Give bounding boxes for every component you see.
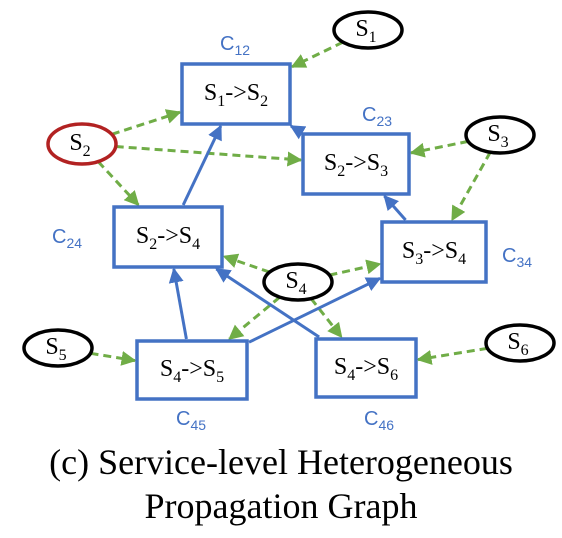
- service-edge-s2-c12: [111, 109, 182, 136]
- call-label-c12: C12: [220, 33, 250, 58]
- service-edge-s2-c24: [97, 160, 140, 207]
- service-edge-s3-c34: [450, 151, 492, 222]
- call-edge-c34-c23: [383, 194, 407, 221]
- service-edge-s4-c46: [309, 297, 343, 339]
- service-node-ellipse: [262, 262, 334, 302]
- call-edge-c24-c12: [181, 124, 223, 206]
- call-node-c24: S2->S4: [112, 205, 224, 269]
- call-node-box: [380, 220, 488, 284]
- caption-line-1: (c) Service-level Heterogeneous: [49, 442, 513, 482]
- call-edge-c45-c34: [248, 276, 382, 344]
- service-edge-s3-c23: [409, 139, 469, 158]
- call-node-c34: S3->S4: [380, 220, 488, 284]
- call-node-c12: S1->S2: [180, 62, 292, 126]
- call-node-c45: S4->S5: [135, 339, 249, 401]
- service-node-s5: S5: [22, 328, 94, 368]
- call-node-box: [314, 337, 418, 399]
- service-node-text: S2: [69, 130, 90, 160]
- service-node-text: S3: [487, 121, 508, 151]
- service-node-text: S5: [45, 334, 66, 364]
- nodes-layer: S1->S2 C12 S2->S3 C23 S2->S4 C24 S3->S4 C34 S4->…: [22, 10, 556, 433]
- call-label-c24: C24: [52, 226, 82, 251]
- service-edge-s1-c12: [290, 40, 344, 69]
- call-node-box: [135, 339, 249, 401]
- call-node-text: S1->S2: [204, 80, 268, 110]
- call-node-box: [180, 62, 292, 126]
- call-node-text: S2->S3: [324, 150, 388, 180]
- call-node-text: S4->S5: [160, 356, 224, 386]
- service-node-ellipse: [464, 115, 536, 155]
- service-node-text: S6: [507, 329, 528, 359]
- call-node-text: S3->S4: [402, 238, 466, 268]
- service-node-s1: S1: [332, 10, 404, 50]
- call-edge-c45-c24: [168, 267, 188, 340]
- service-node-text: S4: [285, 268, 306, 298]
- service-node-ellipse: [332, 10, 404, 50]
- service-node-s3: S3: [464, 115, 536, 155]
- service-node-s4: S4: [262, 262, 334, 302]
- service-node-ellipse: [46, 122, 118, 166]
- service-edge-s4-c24: [222, 253, 270, 274]
- call-label-c45: C45: [176, 408, 206, 433]
- call-node-text: S4->S6: [334, 354, 398, 384]
- call-node-c46: S4->S6: [314, 337, 418, 399]
- service-node-ellipse: [484, 323, 556, 363]
- call-node-c23: S2->S3: [301, 132, 411, 196]
- service-node-s6: S6: [484, 323, 556, 363]
- call-edge-c46-c24: [215, 267, 320, 339]
- call-label-c46: C46: [364, 408, 394, 433]
- call-node-text: S2->S4: [136, 223, 200, 253]
- service-node-s2: S2: [46, 122, 118, 166]
- call-node-box: [112, 205, 224, 269]
- call-label-c34: C34: [502, 245, 532, 270]
- caption-line-2: Propagation Graph: [144, 486, 418, 526]
- service-node-text: S1: [355, 16, 376, 46]
- service-edge-s5-c45: [90, 351, 137, 366]
- call-node-box: [301, 132, 411, 196]
- service-edge-s4-c45: [228, 296, 281, 341]
- service-edge-s6-c46: [416, 346, 488, 365]
- edges-layer: [90, 40, 492, 366]
- service-node-ellipse: [22, 328, 94, 368]
- service-edge-s4-c34: [329, 259, 382, 277]
- call-edge-c23-c12: [289, 124, 307, 140]
- call-label-c23: C23: [362, 104, 392, 129]
